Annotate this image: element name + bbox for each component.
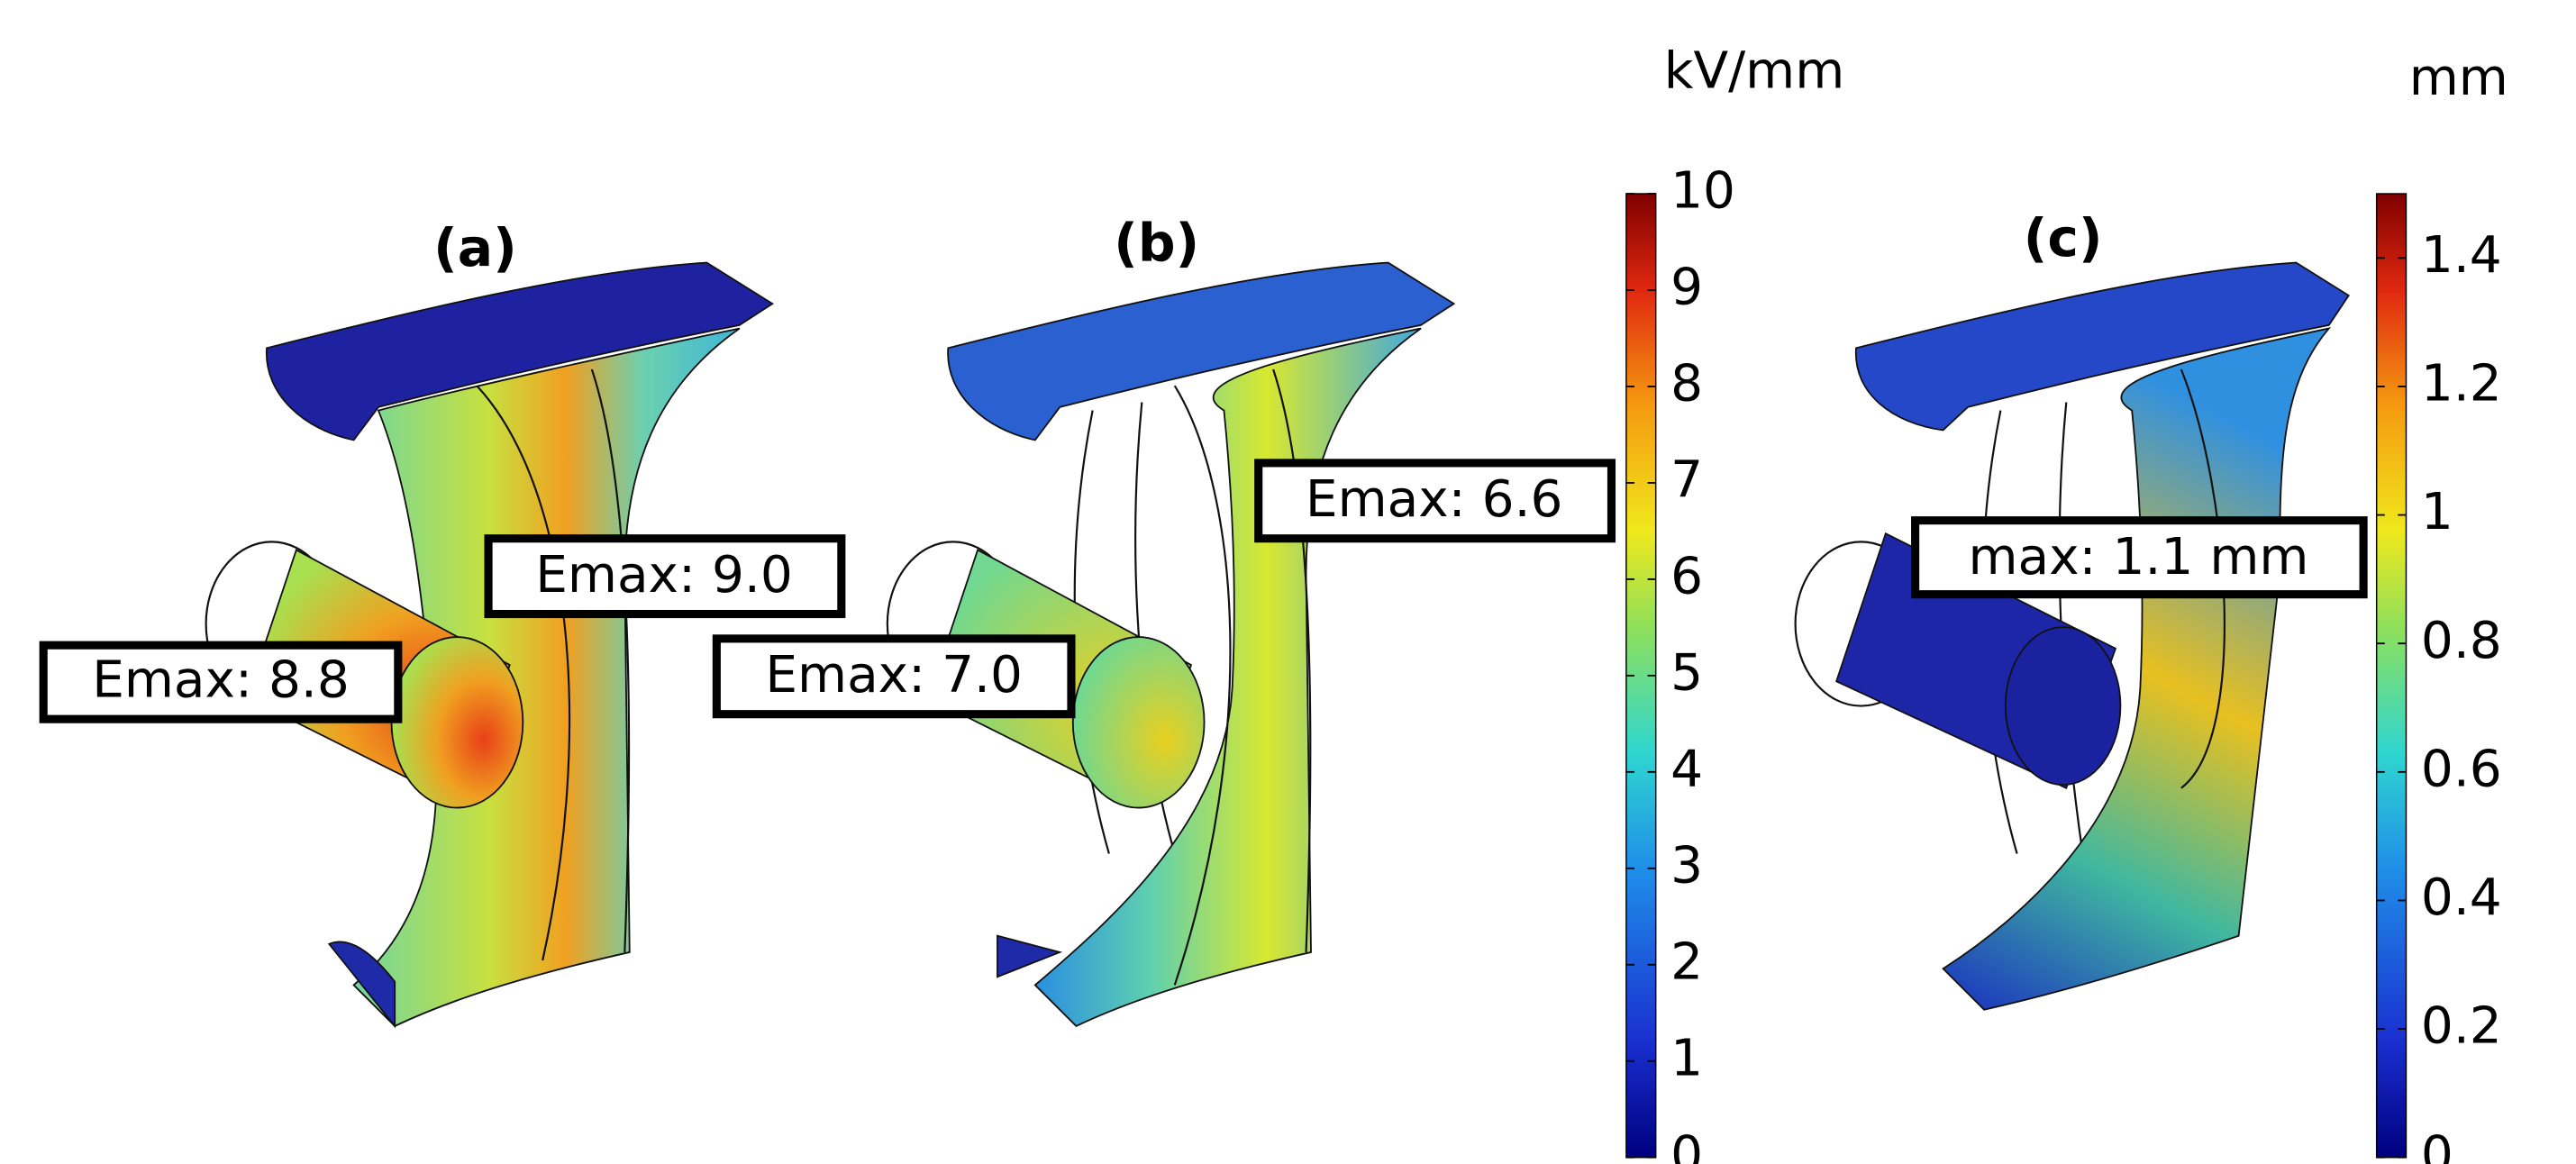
colorbar-tick-label: 0.8 <box>2421 612 2502 670</box>
colorbar-tick-label: 1 <box>1670 1029 1703 1087</box>
colorbar <box>2377 194 2407 1158</box>
colorbar-tick-label: 8 <box>1670 355 1703 414</box>
colorbar-tick-label: 9 <box>1670 259 1703 317</box>
colorbar-tick-label: 0 <box>1670 1125 1703 1164</box>
colorbar-tick-label: 6 <box>1670 548 1703 606</box>
colorbar-tick-label: 0.6 <box>2421 740 2502 798</box>
colorbar-tick-label: 5 <box>1670 643 1703 702</box>
annotation: Emax: 9.0 <box>535 546 793 605</box>
colorbar-tick-label: 3 <box>1670 836 1703 895</box>
colorbar-tick-label: 0 <box>2421 1125 2453 1164</box>
colorbar-tick-label: 0.2 <box>2421 997 2502 1056</box>
annotation: Emax: 8.8 <box>92 651 350 710</box>
panel-label: (a) <box>433 217 517 278</box>
colorbar-unit: mm <box>2409 49 2508 107</box>
annotation: Emax: 7.0 <box>765 646 1023 705</box>
panel-label: (b) <box>1114 212 1199 273</box>
annotation: Emax: 6.6 <box>1306 470 1563 529</box>
model-c <box>1796 263 2349 1010</box>
colorbar-tick-label: 10 <box>1670 162 1735 221</box>
page: (a) (b) (c) Emax: 8.8 Emax: 9.0 Emax: 7.… <box>0 0 2576 1164</box>
colorbar-tick-label: 1 <box>2421 483 2453 541</box>
colorbar-tick-label: 0.4 <box>2421 868 2502 927</box>
annotation: max: 1.1 mm <box>1968 528 2308 587</box>
colorbar-tick-label: 2 <box>1670 932 1703 991</box>
colorbar-tick-label: 1.4 <box>2421 226 2502 285</box>
colorbar-tick-label: 1.2 <box>2421 355 2502 414</box>
colorbar-tick-label: 7 <box>1670 451 1703 510</box>
colorbar-unit: kV/mm <box>1664 42 1844 101</box>
figure: (a) (b) (c) Emax: 8.8 Emax: 9.0 Emax: 7.… <box>0 0 2576 1164</box>
colorbar-tick-label: 4 <box>1670 740 1703 798</box>
panel-label: (c) <box>2024 207 2103 268</box>
